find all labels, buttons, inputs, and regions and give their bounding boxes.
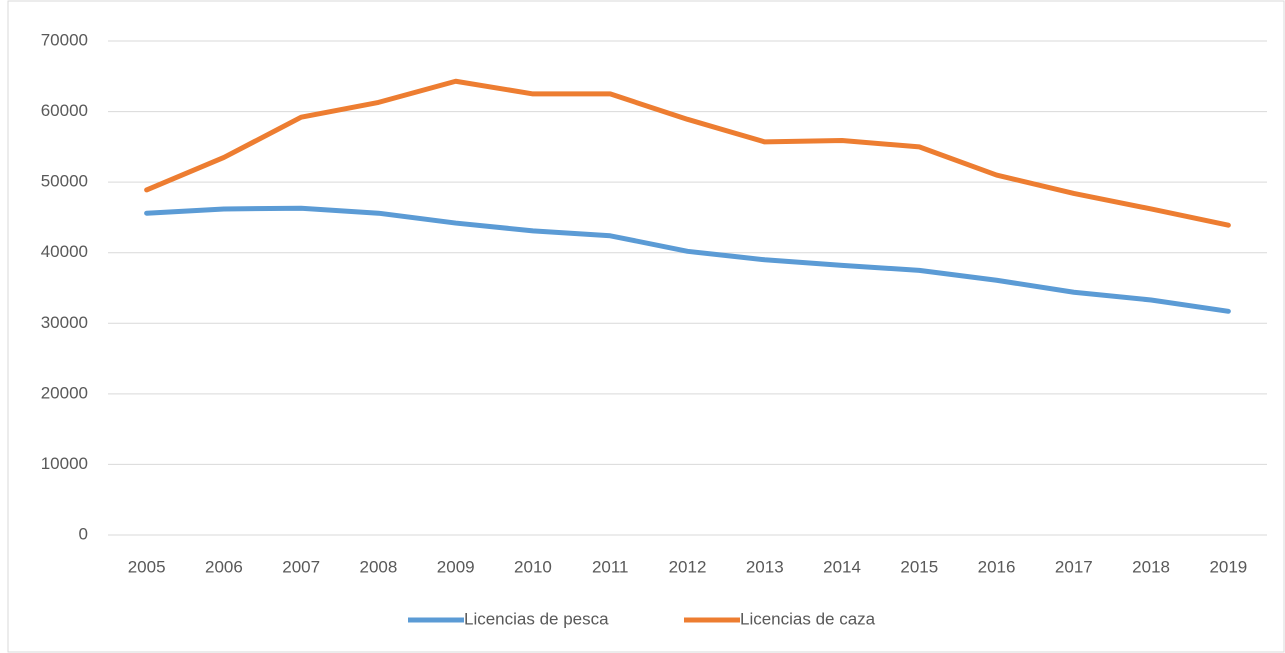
series-line bbox=[144, 78, 1231, 228]
x-tick-label: 2008 bbox=[360, 557, 398, 576]
y-tick-label: 40000 bbox=[41, 242, 88, 261]
x-tick-label: 2007 bbox=[282, 557, 320, 576]
x-tick-label: 2009 bbox=[437, 557, 475, 576]
y-tick-label: 60000 bbox=[41, 101, 88, 120]
series-line bbox=[144, 205, 1231, 314]
x-tick-label: 2012 bbox=[669, 557, 707, 576]
x-tick-label: 2016 bbox=[978, 557, 1016, 576]
x-tick-label: 2018 bbox=[1132, 557, 1170, 576]
x-tick-label: 2013 bbox=[746, 557, 784, 576]
x-tick-label: 2017 bbox=[1055, 557, 1093, 576]
x-tick-label: 2005 bbox=[128, 557, 166, 576]
y-tick-label: 50000 bbox=[41, 172, 88, 191]
y-tick-label: 0 bbox=[79, 524, 88, 543]
chart-border bbox=[7, 0, 1285, 653]
x-tick-label: 2019 bbox=[1209, 557, 1247, 576]
x-tick-label: 2014 bbox=[823, 557, 861, 576]
y-tick-label: 70000 bbox=[41, 30, 88, 49]
y-tick-label: 20000 bbox=[41, 383, 88, 402]
x-tick-label: 2006 bbox=[205, 557, 243, 576]
x-tick-label: 2015 bbox=[900, 557, 938, 576]
x-tick-label: 2010 bbox=[514, 557, 552, 576]
y-tick-label: 10000 bbox=[41, 454, 88, 473]
x-tick-label: 2011 bbox=[592, 557, 629, 576]
legend-label: Licencias de caza bbox=[740, 609, 876, 628]
y-tick-label: 30000 bbox=[41, 313, 88, 332]
legend-label: Licencias de pesca bbox=[464, 609, 609, 628]
